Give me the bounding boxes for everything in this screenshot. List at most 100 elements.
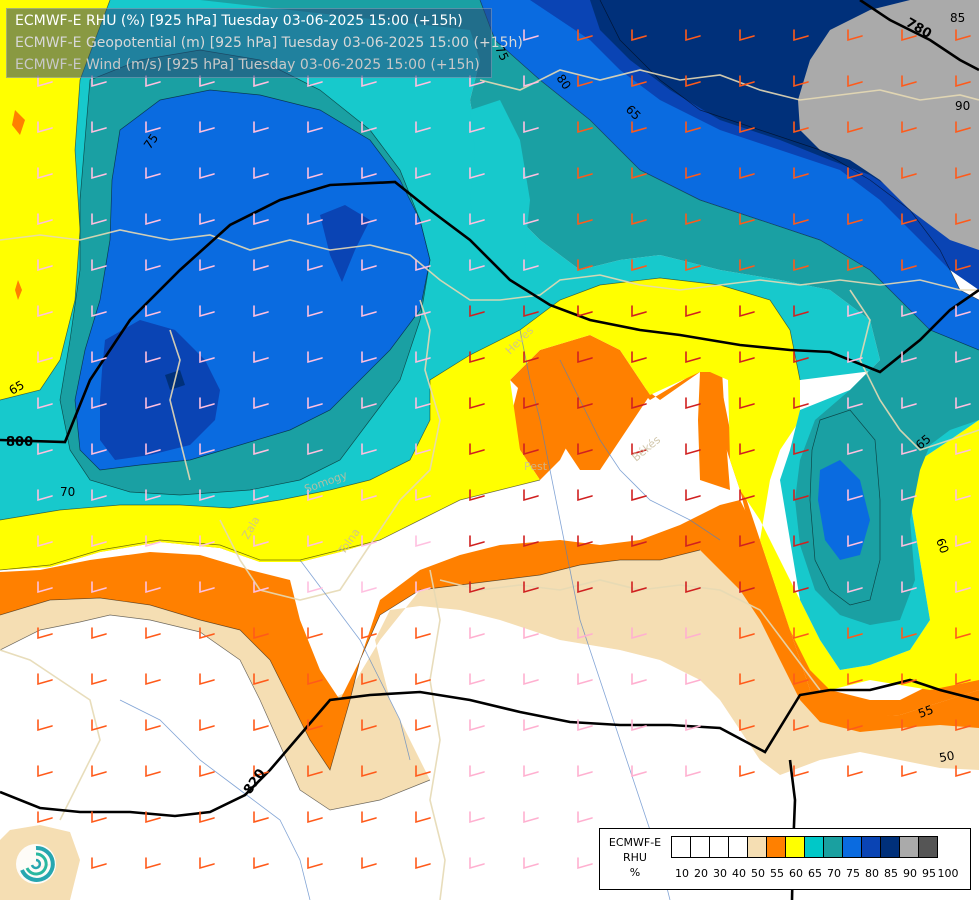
rh-band-85 xyxy=(100,320,220,460)
wind-barb xyxy=(955,673,971,686)
wind-barb xyxy=(685,535,701,548)
wind-barb xyxy=(901,305,917,318)
wind-barb xyxy=(145,213,161,226)
wind-barb xyxy=(199,351,215,364)
wind-barb xyxy=(847,397,863,410)
wind-barb xyxy=(739,673,755,686)
wind-barb xyxy=(955,75,971,88)
wind-barb xyxy=(91,351,107,364)
wind-barb xyxy=(631,535,647,548)
wind-barb xyxy=(415,719,431,732)
legend-swatch xyxy=(918,836,938,858)
wind-barb xyxy=(253,489,269,502)
height-label-800: 800 xyxy=(6,435,33,450)
wind-barb xyxy=(415,259,431,272)
wind-barb xyxy=(793,259,809,272)
legend-swatch xyxy=(671,836,691,858)
wind-barb xyxy=(199,443,215,456)
wind-barb xyxy=(145,673,161,686)
wind-barb xyxy=(307,75,323,88)
legend-swatch xyxy=(861,836,881,858)
wind-barb xyxy=(955,121,971,134)
wind-barb xyxy=(37,167,53,180)
wind-barb xyxy=(793,121,809,134)
wind-barb xyxy=(523,443,539,456)
wind-barb xyxy=(685,167,701,180)
wind-barb xyxy=(631,397,647,410)
wind-barb xyxy=(901,259,917,272)
wind-barb xyxy=(901,765,917,778)
legend-swatch xyxy=(785,836,805,858)
wind-barb xyxy=(685,581,701,594)
legend-swatch xyxy=(690,836,710,858)
wind-barb xyxy=(685,673,701,686)
wind-barb xyxy=(361,443,377,456)
wind-barb xyxy=(253,673,269,686)
wind-barb xyxy=(955,29,971,42)
legend-swatch xyxy=(880,836,900,858)
wind-barb xyxy=(847,121,863,134)
wind-barb xyxy=(91,673,107,686)
wind-barb xyxy=(199,121,215,134)
wind-barb xyxy=(37,213,53,226)
wind-barb xyxy=(739,489,755,502)
wind-barb xyxy=(307,811,323,824)
wind-barb xyxy=(361,719,377,732)
legend: ECMWF-E RHU % 10 20 30 40 50 55 60 65 70 75 80 85 90… xyxy=(599,828,971,890)
wind-barb xyxy=(91,167,107,180)
wind-barb xyxy=(145,397,161,410)
wind-barb xyxy=(145,581,161,594)
wind-barb xyxy=(145,535,161,548)
wind-barb xyxy=(253,75,269,88)
wind-barb xyxy=(577,811,593,824)
wind-barb xyxy=(37,765,53,778)
wind-barb xyxy=(361,811,377,824)
wind-barb xyxy=(955,167,971,180)
wind-barb xyxy=(469,259,485,272)
wind-barb xyxy=(199,167,215,180)
wind-barb xyxy=(37,535,53,548)
wind-barb xyxy=(307,213,323,226)
wind-barb xyxy=(199,305,215,318)
wind-barb xyxy=(361,627,377,640)
wind-barb xyxy=(469,397,485,410)
wind-barb xyxy=(793,397,809,410)
wind-barb xyxy=(523,857,539,870)
wind-barb xyxy=(631,765,647,778)
wind-barb xyxy=(415,213,431,226)
wind-barb xyxy=(901,627,917,640)
wind-barb xyxy=(577,121,593,134)
legend-tick: 55 xyxy=(770,867,784,880)
wind-barb xyxy=(685,213,701,226)
wind-barb xyxy=(523,719,539,732)
wind-barb xyxy=(847,489,863,502)
wind-barb xyxy=(37,443,53,456)
wind-barb xyxy=(955,351,971,364)
wind-barb xyxy=(523,535,539,548)
wind-barb xyxy=(91,489,107,502)
wind-barb xyxy=(793,535,809,548)
wind-barb xyxy=(37,351,53,364)
wind-barb xyxy=(577,213,593,226)
wind-barb xyxy=(523,213,539,226)
wind-barb xyxy=(307,627,323,640)
wind-barb xyxy=(91,535,107,548)
rh-label: 60 xyxy=(933,536,951,555)
wind-barb xyxy=(955,581,971,594)
wind-barb xyxy=(793,627,809,640)
legend-tick: 85 xyxy=(884,867,898,880)
wind-barb xyxy=(469,811,485,824)
isoline-780 xyxy=(859,0,979,72)
wind-barb xyxy=(469,581,485,594)
legend-swatch xyxy=(747,836,767,858)
wind-barb xyxy=(253,627,269,640)
wind-barb xyxy=(955,489,971,502)
wind-barb xyxy=(145,167,161,180)
wind-barb xyxy=(307,581,323,594)
wind-barb xyxy=(307,857,323,870)
wind-barb xyxy=(739,351,755,364)
wind-barb xyxy=(145,75,161,88)
wind-barb xyxy=(685,121,701,134)
wind-barb xyxy=(631,259,647,272)
legend-model: ECMWF-E xyxy=(608,836,662,849)
